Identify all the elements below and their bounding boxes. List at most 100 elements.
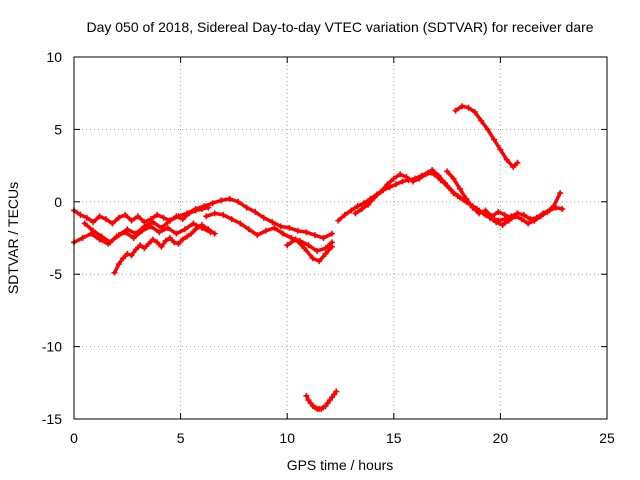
data-point [175,240,182,247]
data-point [514,210,521,217]
data-point [128,252,135,259]
data-point [358,206,365,213]
y-tick-label: 0 [54,194,62,210]
data-point [166,235,173,241]
data-point [316,258,323,265]
data-point [198,221,205,228]
data-point [463,195,470,202]
data-point [173,230,180,237]
y-tick-label: 10 [46,49,62,65]
data-point [333,388,340,395]
x-tick-label: 20 [493,430,509,446]
data-point [137,242,144,249]
data-point [488,213,495,220]
data-point [441,179,448,186]
data-point [188,230,195,237]
data-point [525,220,532,227]
data-point [303,229,310,236]
chart-title: Day 050 of 2018, Sidereal Day-to-day VTE… [86,19,593,35]
data-point [322,250,329,257]
data-point [311,232,318,239]
series-layer [71,103,566,412]
data-point [520,211,527,218]
data-point [365,201,372,208]
data-point [156,229,163,236]
data-point [109,220,116,227]
series-arc-1 [72,205,211,226]
data-point [145,240,152,247]
data-point [416,175,423,182]
data-point [245,226,252,233]
data-point [254,232,261,239]
data-point [397,171,404,178]
data-point [149,219,156,226]
data-point [179,216,186,223]
data-point [115,261,122,268]
data-point [360,200,367,207]
data-point [456,185,463,192]
data-point [305,242,312,249]
data-point [124,226,131,233]
data-point [559,206,566,213]
data-point [141,223,148,230]
data-point [124,250,131,257]
data-point [335,217,342,224]
data-point [128,217,135,224]
data-point [183,210,190,217]
data-point [179,236,186,243]
x-tick-label: 15 [386,430,402,446]
data-point [226,195,233,202]
data-point [158,224,165,231]
data-point [288,235,295,241]
data-point [107,239,114,246]
data-point [301,245,308,252]
data-point [435,172,442,179]
data-point [277,223,284,230]
data-point [237,220,244,227]
data-point [399,178,406,185]
data-point [77,211,84,218]
data-point [183,233,190,240]
data-point [354,203,361,210]
data-point [120,255,127,262]
data-point [314,248,321,255]
data-point [271,224,278,231]
data-point [501,211,508,218]
data-point [190,220,197,227]
data-point [175,213,182,220]
data-point [158,243,165,250]
data-point [452,107,459,114]
data-point [90,227,97,234]
data-point [132,246,139,253]
data-point [166,217,173,224]
data-point [81,220,88,227]
data-point [537,213,544,220]
x-tick-label: 25 [599,430,615,446]
data-point [211,210,218,217]
data-point [378,188,385,195]
data-point [171,239,178,246]
data-point [478,117,485,124]
data-point [469,204,476,211]
data-point [448,187,455,194]
data-point [269,219,276,226]
data-point [130,235,137,241]
data-point [262,227,269,234]
data-point [203,213,210,220]
data-point [484,126,491,133]
data-point [162,237,169,244]
data-point [429,166,436,173]
data-point [392,181,399,188]
data-point [284,242,291,249]
data-point [309,255,316,262]
data-point [90,219,97,226]
data-point [422,171,429,178]
x-axis-label: GPS time / hours [287,457,394,473]
y-axis-label: SDTVAR / TECUs [5,182,21,294]
data-point [544,208,551,215]
data-point [341,211,348,218]
data-point [328,243,335,250]
data-point [134,213,141,220]
data-point [531,217,538,224]
